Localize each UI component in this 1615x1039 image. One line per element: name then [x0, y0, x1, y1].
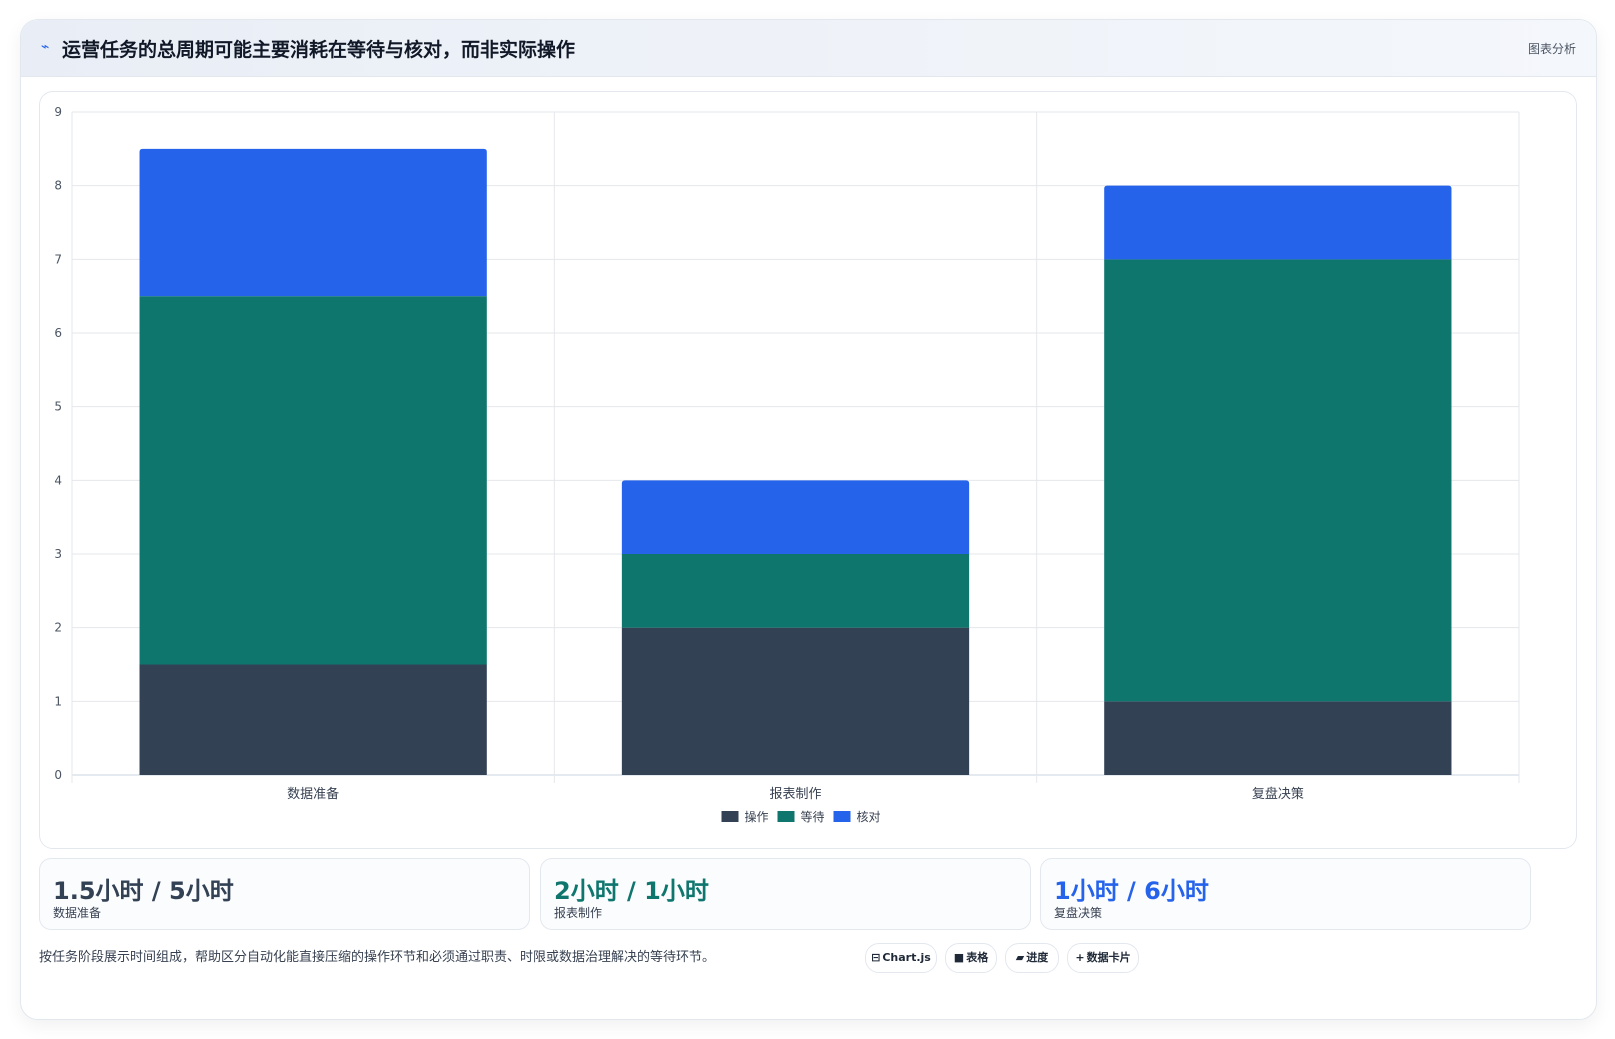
bar-segment	[139, 664, 487, 775]
legend-swatch	[777, 811, 795, 822]
stat-card-data-prep: 1.5小时 / 5小时 数据准备	[39, 858, 530, 930]
chart-footnote: 按任务阶段展示时间组成，帮助区分自动化能直接压缩的操作环节和必须通过职责、时限或…	[39, 950, 716, 965]
legend-swatch	[721, 811, 739, 822]
trend-line-icon: ⌁	[41, 39, 50, 55]
legend-label: 等待	[801, 810, 825, 824]
chart-card: ⌁ 运营任务的总周期可能主要消耗在等待与核对，而非实际操作 图表分析 0 1 2 3 4…	[20, 19, 1597, 1020]
bar-segment	[1104, 185, 1452, 260]
stat-label: 数据准备	[53, 906, 102, 920]
bar-segment	[621, 554, 970, 628]
y-tick-label: 2	[54, 621, 62, 635]
chart-icon: ⊟	[871, 951, 881, 964]
x-tick-label: 复盘决策	[1252, 786, 1304, 802]
stat-value: 1.5小时 / 5小时	[53, 877, 234, 905]
stat-value: 1小时 / 6小时	[1054, 877, 1209, 905]
y-tick-label: 8	[54, 179, 62, 193]
stat-label: 复盘决策	[1054, 906, 1103, 920]
stat-card-report: 2小时 / 1小时 报表制作	[540, 858, 1031, 930]
stat-label: 报表制作	[554, 906, 603, 920]
legend-label: 操作	[745, 809, 769, 824]
chip-chartjs[interactable]: ⊟ Chart.js	[865, 943, 937, 973]
chip-label: 进度	[1026, 951, 1049, 964]
x-tick-label: 数据准备	[287, 786, 339, 802]
bar-segment	[1104, 259, 1452, 702]
progress-icon: ▰	[1015, 951, 1025, 964]
y-tick-label: 1	[54, 694, 62, 708]
plus-icon: +	[1075, 951, 1085, 964]
bar-segment	[139, 148, 487, 297]
table-icon: ■	[953, 951, 965, 964]
y-tick-label: 9	[54, 105, 62, 119]
y-tick-label: 4	[54, 473, 62, 487]
chip-table[interactable]: ■ 表格	[945, 943, 997, 973]
legend-label: 核对	[857, 810, 881, 824]
bar-segment	[1104, 701, 1452, 775]
y-tick-label: 7	[54, 252, 62, 266]
chip-label: 表格	[966, 951, 989, 964]
card-title: 运营任务的总周期可能主要消耗在等待与核对，而非实际操作	[62, 39, 576, 61]
bar-segment	[139, 296, 487, 665]
y-tick-label: 3	[54, 547, 62, 561]
y-tick-label: 0	[54, 768, 62, 782]
chip-label: 数据卡片	[1086, 951, 1131, 964]
y-tick-label: 5	[54, 400, 62, 414]
chip-progress[interactable]: ▰ 进度	[1005, 943, 1059, 973]
x-tick-label: 报表制作	[769, 787, 821, 802]
chart-container: 0 1 2 3 4 5 6 7 8 9 数据准备 报表制作 复盘决策操作 等待 核对	[39, 91, 1577, 849]
chip-data-card[interactable]: + 数据卡片	[1067, 943, 1139, 973]
stat-value: 2小时 / 1小时	[554, 877, 709, 905]
bar-segment	[621, 627, 970, 775]
stat-card-review: 1小时 / 6小时 复盘决策	[1040, 858, 1531, 930]
chip-label: Chart.js	[882, 951, 931, 964]
card-header: ⌁ 运营任务的总周期可能主要消耗在等待与核对，而非实际操作 图表分析	[21, 20, 1596, 77]
y-tick-label: 6	[54, 326, 62, 340]
bar-segment	[621, 480, 970, 554]
legend-swatch	[833, 811, 851, 822]
chart-analysis-tag: 图表分析	[1527, 42, 1576, 56]
